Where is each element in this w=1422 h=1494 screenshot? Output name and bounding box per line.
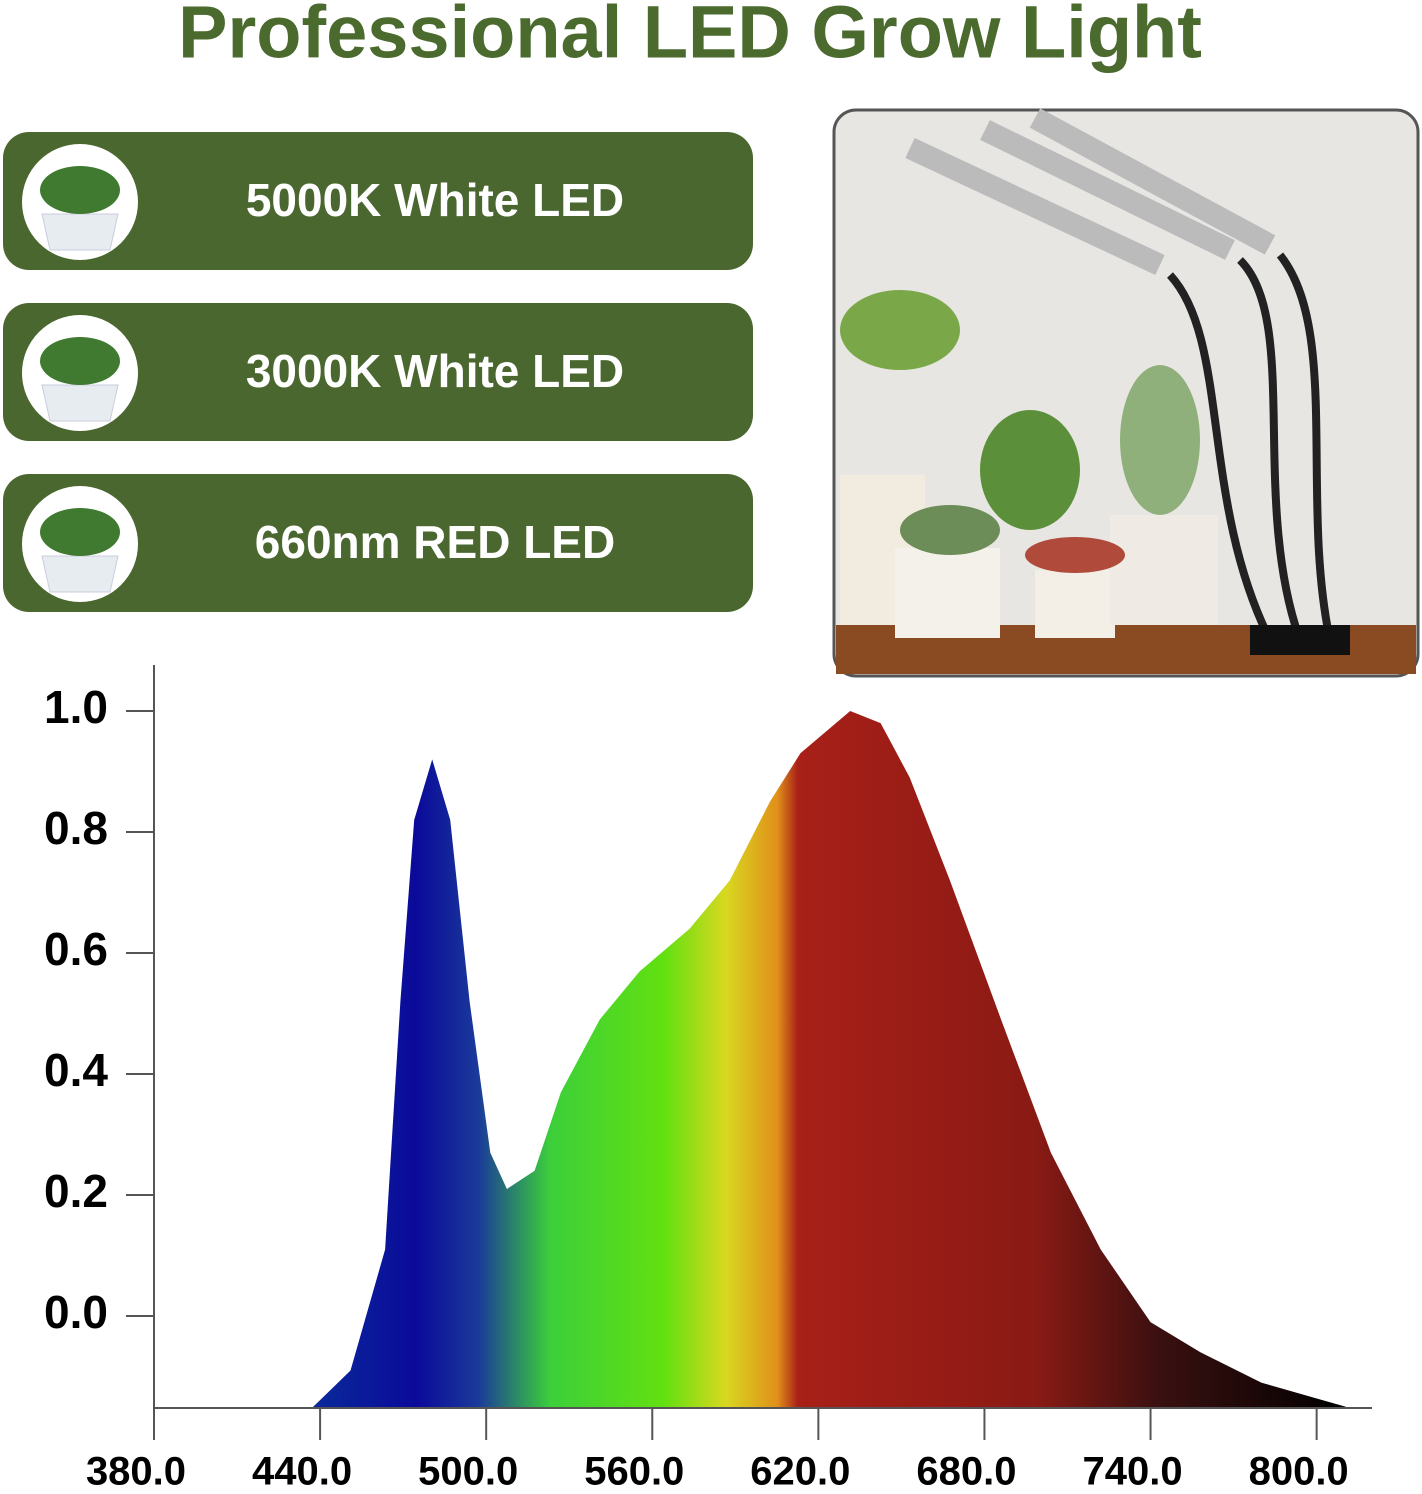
icon-pot [41, 213, 119, 251]
feature-label: 5000K White LED [246, 174, 624, 226]
icon-plant [40, 166, 120, 214]
feature-bg [3, 303, 753, 441]
icon-pot [41, 384, 119, 422]
feature-card: 660nm RED LED [3, 474, 753, 612]
feature-label: 660nm RED LED [255, 516, 615, 568]
product-photo [832, 108, 1420, 678]
x-tick-label: 380.0 [86, 1450, 186, 1494]
x-tick-label: 680.0 [916, 1450, 1016, 1494]
feature-label: 3000K White LED [246, 345, 624, 397]
x-tick-label: 500.0 [418, 1450, 518, 1494]
spectrum-area [313, 711, 1346, 1408]
y-tick-label: 0.4 [44, 1044, 108, 1096]
x-tick-label: 620.0 [750, 1450, 850, 1494]
feature-card: 3000K White LED [3, 303, 753, 441]
y-tick-label: 0.6 [44, 923, 108, 975]
y-tick-label: 0.0 [44, 1286, 108, 1338]
y-tick-label: 0.8 [44, 802, 108, 854]
feature-card: 5000K White LED [3, 132, 753, 270]
x-tick-label: 440.0 [252, 1450, 352, 1494]
x-tick-label: 800.0 [1249, 1450, 1349, 1494]
feature-bg [3, 132, 753, 270]
y-tick-label: 0.2 [44, 1165, 108, 1217]
icon-plant [40, 508, 120, 556]
x-tick-label: 740.0 [1082, 1450, 1182, 1494]
x-tick-label: 560.0 [584, 1450, 684, 1494]
icon-plant [40, 337, 120, 385]
feature-bg [3, 474, 753, 612]
title: Professional LED Grow Light [178, 0, 1202, 74]
y-tick-label: 1.0 [44, 681, 108, 733]
icon-pot [41, 555, 119, 593]
